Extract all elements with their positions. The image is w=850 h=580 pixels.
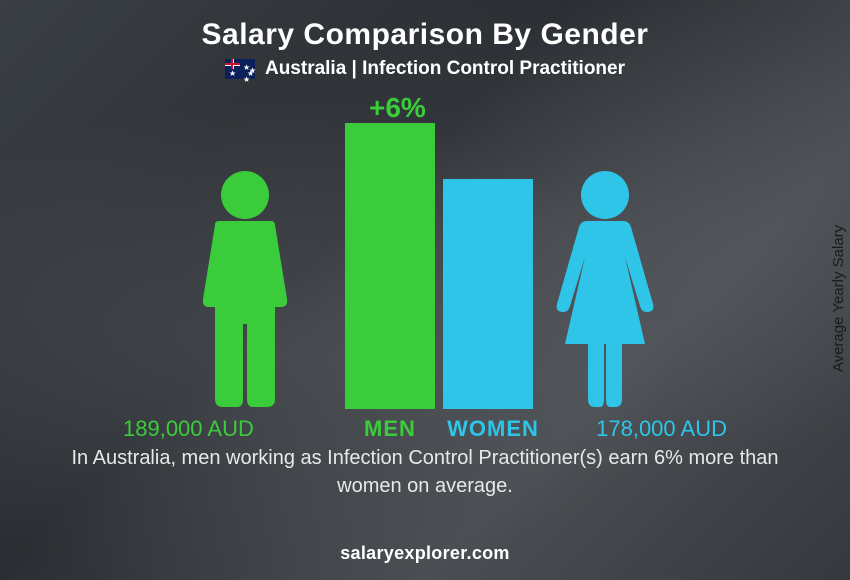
man-svg-icon	[185, 169, 305, 409]
bar-women-rect	[443, 179, 533, 409]
men-bar-label: MEN	[345, 416, 435, 442]
page-title: Salary Comparison By Gender	[202, 18, 649, 52]
bar-men	[345, 123, 435, 414]
summary-text: In Australia, men working as Infection C…	[65, 444, 785, 500]
country-label: Australia	[265, 58, 346, 79]
infographic-container: Salary Comparison By Gender Australia | …	[0, 0, 850, 580]
australia-flag-icon	[225, 59, 255, 79]
woman-icon	[545, 169, 665, 414]
role-label: Infection Control Practitioner	[362, 58, 625, 79]
woman-svg-icon	[545, 169, 665, 409]
men-salary-label: 189,000 AUD	[123, 416, 254, 442]
women-salary-label: 178,000 AUD	[596, 416, 727, 442]
source-label: salaryexplorer.com	[0, 543, 850, 564]
subtitle-text: Australia | Infection Control Practition…	[265, 58, 625, 80]
chart-area: +6% MEN WOMEN 189,000 AUD 17	[85, 92, 765, 442]
man-icon	[185, 169, 305, 414]
women-bar-label: WOMEN	[443, 416, 543, 442]
subtitle-row: Australia | Infection Control Practition…	[225, 58, 625, 80]
bar-men-rect	[345, 123, 435, 409]
separator: |	[346, 58, 362, 79]
bar-women	[443, 179, 533, 414]
y-axis-label: Average Yearly Salary	[830, 225, 847, 372]
delta-label: +6%	[369, 92, 426, 124]
